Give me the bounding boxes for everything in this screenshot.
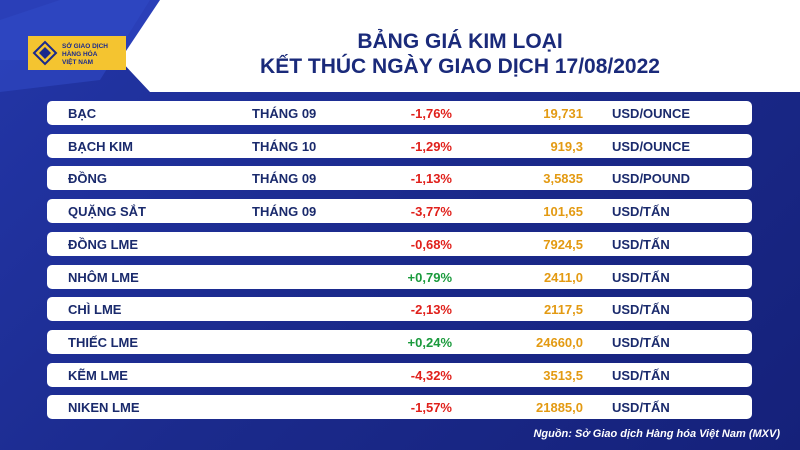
commodity-name: QUẶNG SẮT: [68, 204, 146, 220]
table-row: ĐỒNG THÁNG 09 -1,13% 3,5835 USD/POUND: [47, 166, 752, 191]
price: 2117,5: [543, 302, 583, 318]
table-row: ĐỒNG LME -0,68% 7924,5 USD/TẤN: [47, 231, 752, 256]
contract-month: THÁNG 10: [252, 138, 317, 154]
price: 7924,5: [543, 236, 583, 252]
unit: USD/TẤN: [612, 269, 670, 285]
unit: USD/POUND: [612, 171, 691, 187]
unit: USD/TẤN: [612, 236, 670, 252]
logo-text: VIỆT NAM: [62, 59, 94, 66]
change-percent: +0,24%: [407, 334, 452, 350]
commodity-name: KẼM LME: [68, 367, 128, 383]
table-row: CHÌ LME -2,13% 2117,5 USD/TẤN: [47, 297, 752, 322]
change-percent: -4,32%: [410, 367, 452, 383]
commodity-name: NIKEN LME: [68, 400, 140, 416]
change-percent: -2,13%: [410, 302, 452, 318]
change-percent: -1,76%: [410, 106, 452, 121]
logo-text: SỞ GIAO DỊCH: [62, 43, 108, 50]
commodity-name: BẠCH KIM: [68, 138, 133, 154]
unit: USD/TẤN: [612, 302, 670, 318]
logo-bg: [28, 36, 126, 70]
table-row: NHÔM LME +0,79% 2411,0 USD/TẤN: [47, 264, 752, 289]
logo: SỞ GIAO DỊCH HÀNG HÓA VIỆT NAM: [28, 36, 126, 70]
price: 3,5835: [543, 171, 583, 187]
change-percent: -1,29%: [410, 138, 452, 154]
change-percent: -3,77%: [410, 204, 452, 220]
change-percent: -1,13%: [410, 171, 452, 187]
price: 19,731: [543, 106, 583, 121]
unit: USD/TẤN: [612, 367, 670, 383]
change-percent: +0,79%: [407, 269, 452, 285]
unit: USD/OUNCE: [612, 138, 691, 154]
price: 2411,0: [543, 269, 583, 285]
unit: USD/TẤN: [612, 334, 670, 350]
table-row: KẼM LME -4,32% 3513,5 USD/TẤN: [47, 362, 752, 387]
commodity-name: ĐỒNG: [68, 171, 107, 187]
price: 24660,0: [536, 334, 583, 350]
table-row: THIẾC LME +0,24% 24660,0 USD/TẤN: [47, 329, 752, 354]
unit: USD/TẤN: [612, 204, 670, 220]
table-row: BẠC THÁNG 09 -1,76% 19,731 USD/OUNCE: [47, 101, 752, 125]
subtitle: KẾT THÚC NGÀY GIAO DỊCH 17/08/2022: [260, 55, 660, 78]
commodity-name: THIẾC LME: [68, 334, 139, 350]
commodity-name: NHÔM LME: [68, 269, 139, 285]
price: 101,65: [543, 204, 583, 220]
price: 3513,5: [543, 367, 583, 383]
change-percent: -1,57%: [410, 400, 452, 416]
source: Nguồn: Sở Giao dịch Hàng hóa Việt Nam (M…: [533, 428, 780, 440]
unit: USD/OUNCE: [612, 106, 691, 121]
commodity-name: CHÌ LME: [68, 302, 122, 318]
logo-text: HÀNG HÓA: [62, 51, 98, 58]
contract-month: THÁNG 09: [252, 204, 317, 220]
commodity-name: BẠC: [68, 106, 97, 121]
contract-month: THÁNG 09: [252, 171, 317, 187]
table-row: BẠCH KIM THÁNG 10 -1,29% 919,3 USD/OUNCE: [47, 133, 752, 158]
unit: USD/TẤN: [612, 400, 670, 416]
price: 919,3: [550, 138, 583, 154]
table-row: QUẶNG SẮT THÁNG 09 -3,77% 101,65 USD/TẤN: [47, 199, 752, 224]
table-row: NIKEN LME -1,57% 21885,0 USD/TẤN: [47, 395, 752, 420]
commodity-name: ĐỒNG LME: [68, 236, 139, 252]
price: 21885,0: [536, 400, 583, 416]
contract-month: THÁNG 09: [252, 106, 317, 121]
title: BẢNG GIÁ KIM LOẠI: [357, 30, 563, 53]
change-percent: -0,68%: [410, 236, 452, 252]
